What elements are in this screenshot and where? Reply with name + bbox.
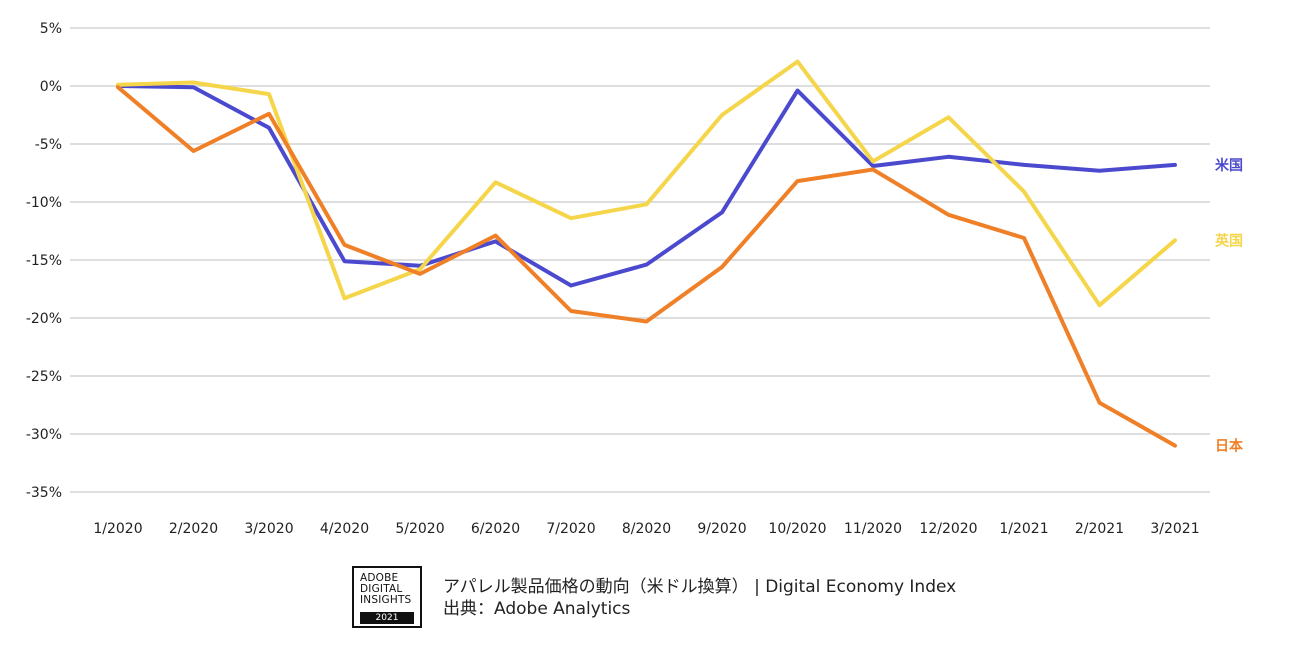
y-tick-label: -35%	[26, 485, 62, 501]
series-lines	[116, 59, 1177, 448]
badge-text-adobe: ADOBE	[360, 572, 399, 584]
y-tick-label: -15%	[26, 253, 62, 269]
y-tick-label: -5%	[35, 137, 62, 153]
x-tick-label: 4/2020	[320, 521, 369, 537]
y-axis: 5% 0% -5% -10% -15% -20% -25% -30% -35%	[26, 21, 62, 501]
x-tick-label: 2/2020	[169, 521, 218, 537]
y-tick-label: -10%	[26, 195, 62, 211]
source-note: 出典：Adobe Analytics	[443, 599, 631, 619]
legend-label: 米国	[1215, 157, 1243, 174]
x-tick-label: 8/2020	[622, 521, 671, 537]
x-tick-label: 5/2020	[395, 521, 444, 537]
x-tick-label: 1/2020	[93, 521, 142, 537]
x-tick-label: 2/2021	[1075, 521, 1124, 537]
x-tick-label: 6/2020	[471, 521, 520, 537]
y-tick-label: -25%	[26, 369, 62, 385]
x-tick-label: 7/2020	[546, 521, 595, 537]
y-tick-label: 5%	[40, 21, 62, 37]
x-tick-label: 3/2021	[1150, 521, 1199, 537]
badge-text-insights: INSIGHTS	[360, 594, 412, 606]
legend-label: 日本	[1215, 438, 1244, 455]
x-tick-label: 12/2020	[919, 521, 977, 537]
y-tick-label: 0%	[40, 79, 62, 95]
series-line	[116, 59, 1177, 308]
y-tick-label: -20%	[26, 311, 62, 327]
chart-title: アパレル製品価格の動向（米ドル換算） | Digital Economy Ind…	[443, 577, 957, 597]
x-tick-label: 3/2020	[244, 521, 293, 537]
x-tick-label: 10/2020	[768, 521, 826, 537]
chart-caption: アパレル製品価格の動向（米ドル換算） | Digital Economy Ind…	[443, 576, 956, 620]
grid-lines	[70, 27, 1210, 493]
line-chart: 5% 0% -5% -10% -15% -20% -25% -30% -35% 1/2020 2/…	[26, 21, 1244, 537]
x-axis: 1/2020 2/2020 3/2020 4/2020 5/2020 6/2020 7/20…	[93, 521, 1199, 537]
adobe-digital-insights-logo: ADOBE DIGITAL INSIGHTS 2021	[352, 566, 422, 628]
legend-label: 英国	[1214, 232, 1243, 249]
badge-text-digital: DIGITAL	[360, 583, 403, 595]
x-tick-label: 9/2020	[697, 521, 746, 537]
x-tick-label: 1/2021	[999, 521, 1048, 537]
x-tick-label: 11/2020	[844, 521, 902, 537]
badge-year: 2021	[360, 612, 414, 624]
y-tick-label: -30%	[26, 427, 62, 443]
